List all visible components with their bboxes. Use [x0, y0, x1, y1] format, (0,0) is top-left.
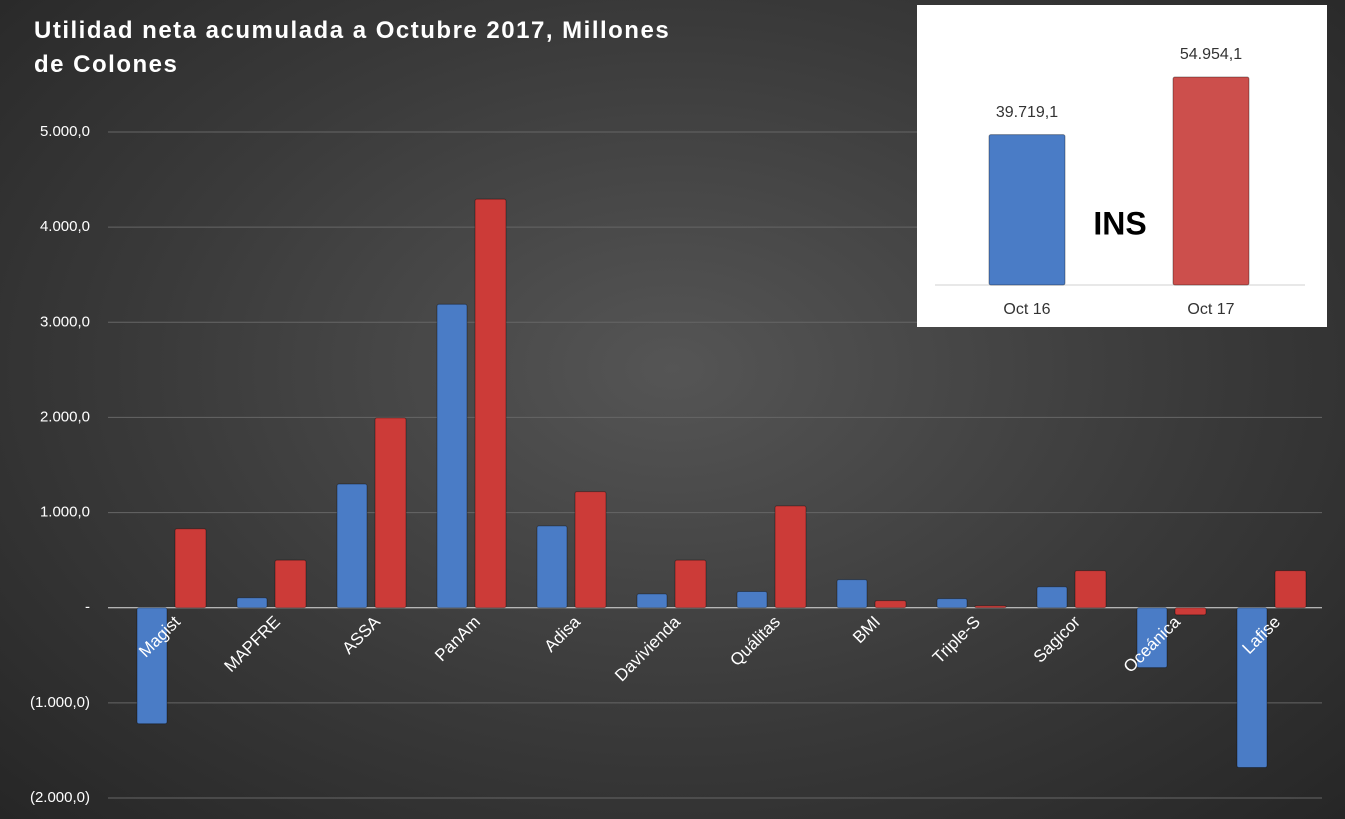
bar [1274, 570, 1307, 609]
bar [1136, 607, 1168, 669]
bar [474, 198, 507, 609]
bar [988, 134, 1066, 286]
bar [874, 600, 907, 609]
bar [974, 605, 1007, 609]
bar [1174, 607, 1207, 616]
chart-title: Utilidad neta acumulada a Octubre 2017, … [34, 17, 671, 78]
y-tick-label: 4.000,0 [40, 218, 90, 235]
bar [436, 303, 468, 609]
y-tick-label: 1.000,0 [40, 504, 90, 521]
y-tick-label: 3.000,0 [40, 313, 90, 330]
y-tick-label: (1.000,0) [30, 694, 90, 711]
x-tick-label: Triple-S [929, 612, 984, 667]
y-tick-label: - [85, 599, 90, 616]
annotation: INS [1093, 205, 1146, 241]
bar [1172, 76, 1250, 286]
bar [1074, 570, 1107, 609]
bar [736, 591, 768, 609]
bar [1236, 607, 1268, 769]
x-tick-label: ASSA [338, 612, 384, 658]
bar [136, 607, 168, 725]
x-tick-label: Adisa [540, 612, 584, 656]
x-tick-label: Davivienda [611, 612, 684, 685]
x-tick-label: Oct 17 [1187, 301, 1234, 318]
bar [174, 528, 207, 609]
bar [936, 598, 968, 609]
bar [236, 597, 268, 609]
bar [536, 525, 568, 609]
y-tick-label: 2.000,0 [40, 408, 90, 425]
x-tick-label: PanAm [431, 612, 484, 665]
bar [1036, 586, 1068, 609]
bar [374, 417, 407, 609]
value-label: 54.954,1 [1180, 46, 1242, 63]
x-tick-label: BMI [849, 612, 884, 647]
bar [636, 593, 668, 609]
bar [674, 559, 707, 609]
value-label: 39.719,1 [996, 104, 1058, 121]
inset-panel [917, 5, 1327, 327]
x-tick-label: Oct 16 [1003, 301, 1050, 318]
bar [274, 559, 307, 609]
bar [836, 579, 868, 609]
bar [336, 483, 368, 609]
x-tick-label: Sagicor [1030, 612, 1084, 666]
x-tick-label: MAPFRE [220, 612, 284, 676]
y-tick-label: 5.000,0 [40, 123, 90, 140]
bar [574, 491, 607, 609]
y-tick-label: (2.000,0) [30, 789, 90, 806]
x-tick-label: Quálitas [726, 612, 784, 670]
bar [774, 505, 807, 609]
